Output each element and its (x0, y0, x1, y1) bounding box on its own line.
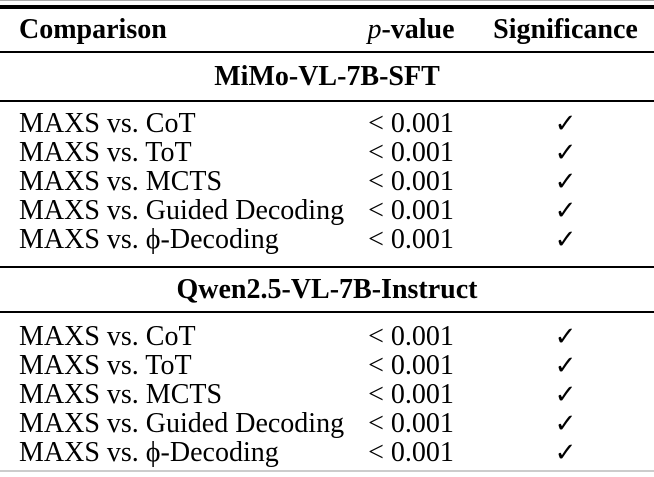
table-row: MAXS vs. ToT < 0.001 ✓ (0, 138, 654, 167)
comparison-cell: MAXS vs. Guided Decoding (19, 195, 345, 226)
table-row: MAXS vs. ToT < 0.001 ✓ (0, 351, 654, 380)
table-top-rule (0, 5, 654, 9)
table-header-row: Comparison p-value Significance (0, 9, 654, 51)
comparison-cell: MAXS vs. Guided Decoding (19, 408, 345, 439)
p-value-cell: < 0.001 (368, 408, 454, 439)
table-row: MAXS vs. MCTS < 0.001 ✓ (0, 380, 654, 409)
comparison-cell: MAXS vs. ToT (19, 350, 192, 381)
header-p-value-symbol: p (367, 14, 382, 45)
table-row: MAXS vs. MCTS < 0.001 ✓ (0, 167, 654, 196)
checkmark-icon: ✓ (554, 225, 577, 254)
section-2-top-rule (0, 266, 654, 268)
p-value-cell: < 0.001 (368, 166, 454, 197)
checkmark-icon: ✓ (554, 109, 577, 138)
section-title-mimo: MiMo-VL-7B-SFT (214, 60, 440, 92)
comparison-cell: MAXS vs. ToT (19, 137, 192, 168)
header-p-value: p-value (345, 14, 477, 46)
p-value-cell: < 0.001 (368, 437, 454, 468)
comparison-cell: MAXS vs. MCTS (19, 379, 223, 410)
comparison-cell: MAXS vs. CoT (19, 108, 196, 139)
header-significance: Significance (493, 14, 638, 45)
table-bottom-rule-faint (0, 470, 654, 472)
checkmark-icon: ✓ (554, 167, 577, 196)
checkmark-icon: ✓ (554, 322, 577, 351)
section-2-body: MAXS vs. CoT < 0.001 ✓ MAXS vs. ToT < 0.… (0, 313, 654, 468)
checkmark-icon: ✓ (554, 196, 577, 225)
comparison-cell: MAXS vs. CoT (19, 321, 196, 352)
comparison-cell: MAXS vs. ϕ-Decoding (19, 437, 279, 468)
p-value-cell: < 0.001 (368, 321, 454, 352)
comparison-cell: MAXS vs. ϕ-Decoding (19, 224, 279, 255)
section-title-qwen: Qwen2.5-VL-7B-Instruct (176, 273, 478, 305)
checkmark-icon: ✓ (554, 380, 577, 409)
section-1-body: MAXS vs. CoT < 0.001 ✓ MAXS vs. ToT < 0.… (0, 102, 654, 266)
checkmark-icon: ✓ (554, 138, 577, 167)
checkmark-icon: ✓ (554, 409, 577, 438)
comparison-cell: MAXS vs. MCTS (19, 166, 223, 197)
p-value-cell: < 0.001 (368, 137, 454, 168)
checkmark-icon: ✓ (554, 438, 577, 467)
p-value-cell: < 0.001 (368, 224, 454, 255)
section-1-rule (0, 100, 654, 102)
checkmark-icon: ✓ (554, 351, 577, 380)
table-row: MAXS vs. Guided Decoding < 0.001 ✓ (0, 196, 654, 225)
p-value-cell: < 0.001 (368, 379, 454, 410)
p-value-cell: < 0.001 (368, 108, 454, 139)
section-2-rule (0, 311, 654, 313)
table-row: MAXS vs. ϕ-Decoding < 0.001 ✓ (0, 225, 654, 254)
table-row: MAXS vs. CoT < 0.001 ✓ (0, 109, 654, 138)
p-value-cell: < 0.001 (368, 195, 454, 226)
table-row: MAXS vs. ϕ-Decoding < 0.001 ✓ (0, 438, 654, 467)
header-bottom-rule (0, 51, 654, 53)
table-row: MAXS vs. Guided Decoding < 0.001 ✓ (0, 409, 654, 438)
cropped-edge-line-top (0, 0, 654, 1)
header-p-value-rest: -value (381, 14, 455, 45)
p-value-cell: < 0.001 (368, 350, 454, 381)
header-comparison: Comparison (19, 14, 167, 45)
table-row: MAXS vs. CoT < 0.001 ✓ (0, 322, 654, 351)
